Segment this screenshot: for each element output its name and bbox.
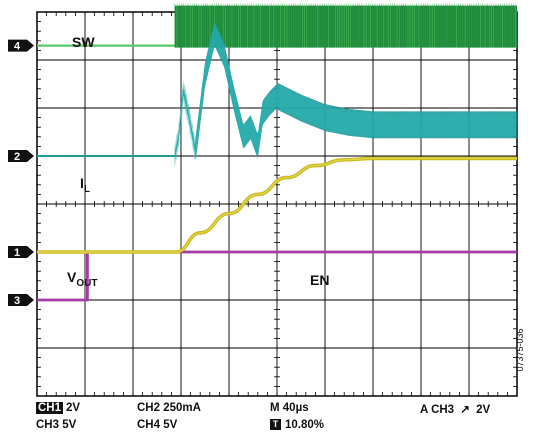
- trigger-level: 2V: [476, 404, 491, 416]
- status-trigger-position: T 10.80%: [270, 419, 324, 431]
- status-ch4: CH4 5V: [137, 419, 178, 431]
- graticule: [36, 11, 518, 397]
- status-trigger: A CH3 ↗ 2V: [420, 402, 490, 416]
- trace-labels: SW IL VOUT EN: [67, 34, 329, 289]
- trigger-edge-icon: ↗: [460, 404, 470, 416]
- channel-marker-label-2: 2: [14, 151, 20, 163]
- vout-label-main: V: [67, 269, 77, 285]
- ch1-tag: CH1: [36, 402, 64, 414]
- status-ch3: CH3 5V: [36, 419, 77, 431]
- series-SW-switching-band: [174, 5, 517, 48]
- status-ch2: CH2 250mA: [137, 402, 201, 414]
- series-EN: [37, 250, 517, 302]
- channel-markers: 4 2 1 3: [8, 39, 34, 307]
- channel-marker-4: [8, 39, 34, 52]
- channel-marker-label-4: 4: [14, 41, 21, 53]
- vout-label: VOUT: [67, 269, 97, 289]
- t-marker-icon: T: [270, 419, 281, 430]
- sw-label: SW: [72, 34, 95, 50]
- traces: [37, 3, 518, 302]
- channel-marker-1: [8, 246, 34, 258]
- series-VOUT-highlight: [37, 157, 517, 253]
- ch1-scale: 2V: [66, 402, 81, 414]
- vout-label-sub: OUT: [76, 278, 97, 289]
- channel-marker-2: [8, 150, 34, 162]
- il-label-sub: L: [84, 184, 90, 195]
- channel-marker-3: [8, 294, 34, 306]
- channel-marker-label-3: 3: [14, 295, 20, 307]
- il-label: IL: [80, 175, 90, 195]
- trigger-position: 10.80%: [285, 419, 325, 431]
- status-ch1: CH1 2V: [36, 402, 80, 414]
- trigger-source: A CH3: [420, 404, 455, 416]
- figure-number: 07375-036: [515, 328, 525, 372]
- il-label-main: I: [80, 175, 84, 191]
- en-label: EN: [310, 272, 329, 288]
- channel-marker-label-1: 1: [14, 247, 20, 259]
- status-timebase: M 40µs: [270, 402, 309, 414]
